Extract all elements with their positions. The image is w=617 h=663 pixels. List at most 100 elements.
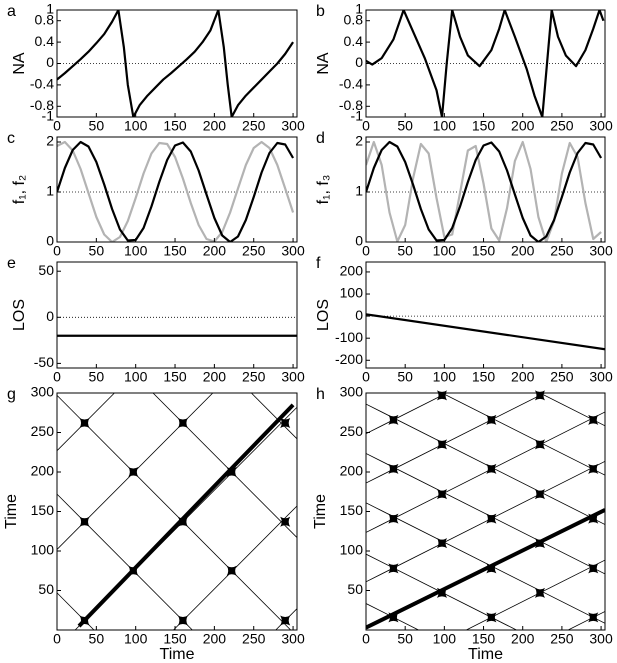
y-tick-label: 100 xyxy=(340,542,364,558)
collision-blob xyxy=(79,615,90,626)
y-tick-label: -1 xyxy=(351,108,364,124)
x-axis-label: Time xyxy=(160,646,195,663)
y-tick-label: 200 xyxy=(31,463,55,479)
collision-blob xyxy=(588,463,599,474)
x-tick-label: 150 xyxy=(163,243,187,259)
x-tick-label: 100 xyxy=(124,631,148,647)
x-tick-label: 250 xyxy=(242,631,266,647)
panel-label: h xyxy=(316,386,325,403)
x-tick-label: 0 xyxy=(362,243,370,259)
x-tick-label: 250 xyxy=(242,243,266,259)
y-axis-label: f₁, f₃ xyxy=(315,175,332,205)
trajectory xyxy=(366,403,605,525)
x-tick-label: 300 xyxy=(281,369,305,385)
x-tick-label: 300 xyxy=(589,243,613,259)
collision-blob xyxy=(177,516,188,527)
collision-blob xyxy=(534,390,545,401)
y-tick-label: 0 xyxy=(355,233,363,249)
collision-blob xyxy=(388,563,399,574)
y-tick-label: 1 xyxy=(46,1,54,17)
collision-blob xyxy=(486,563,497,574)
x-tick-label: 100 xyxy=(124,118,148,134)
y-tick-label: -50 xyxy=(34,354,54,370)
y-tick-label: -0.8 xyxy=(339,97,363,113)
x-tick-label: 250 xyxy=(550,631,574,647)
trajectory xyxy=(251,393,297,440)
x-tick-label: 250 xyxy=(242,369,266,385)
x-tick-label: 250 xyxy=(550,243,574,259)
data-line xyxy=(57,10,294,117)
x-tick-label: 0 xyxy=(362,631,370,647)
y-axis-label: LOS xyxy=(11,299,28,331)
trajectory xyxy=(152,393,297,538)
x-tick-label: 300 xyxy=(281,631,305,647)
collision-blob xyxy=(177,418,188,429)
trajectory xyxy=(441,393,605,476)
trajectory xyxy=(366,411,605,533)
y-tick-label: 0 xyxy=(46,54,54,70)
data-line xyxy=(366,140,602,242)
x-tick-label: 300 xyxy=(281,243,305,259)
y-tick-label: 200 xyxy=(340,263,364,279)
collision-blob xyxy=(486,513,497,524)
collision-blob xyxy=(437,538,448,549)
collision-blob xyxy=(437,439,448,450)
x-tick-label: 200 xyxy=(203,243,227,259)
data-line xyxy=(57,140,295,242)
y-tick-label: 150 xyxy=(31,502,55,518)
y-tick-label: -200 xyxy=(335,351,363,367)
panel-label: b xyxy=(316,3,325,20)
x-tick-label: 100 xyxy=(124,243,148,259)
collision-blob xyxy=(280,615,291,626)
collision-blob xyxy=(534,489,545,500)
y-tick-label: 0 xyxy=(46,233,54,249)
collision-blob xyxy=(226,565,237,576)
x-tick-label: 300 xyxy=(589,631,613,647)
y-tick-label: 300 xyxy=(31,384,55,400)
trajectory xyxy=(567,611,605,630)
y-tick-label: -0.8 xyxy=(30,97,54,113)
x-tick-label: 50 xyxy=(89,631,105,647)
x-tick-label: 150 xyxy=(163,631,187,647)
x-tick-label: 250 xyxy=(550,118,574,134)
x-tick-label: 300 xyxy=(281,118,305,134)
y-axis-label: Time xyxy=(3,494,20,529)
x-tick-label: 100 xyxy=(433,243,457,259)
x-tick-label: 250 xyxy=(242,118,266,134)
collision-blob xyxy=(280,418,291,429)
trajectory xyxy=(366,508,605,630)
x-tick-label: 150 xyxy=(472,369,496,385)
collision-blob xyxy=(588,414,599,425)
y-axis-label: Time xyxy=(312,494,329,529)
trajectory xyxy=(366,393,447,435)
collision-blob xyxy=(388,463,399,474)
collision-blob xyxy=(388,414,399,425)
y-tick-label: -0.4 xyxy=(30,76,54,92)
collision-blob xyxy=(128,467,139,477)
y-tick-label: 300 xyxy=(340,384,364,400)
y-tick-label: 0.4 xyxy=(344,33,364,49)
y-tick-label: 100 xyxy=(31,542,55,558)
x-tick-label: 200 xyxy=(203,369,227,385)
collision-blob xyxy=(79,516,90,527)
collision-blob xyxy=(177,615,188,626)
y-tick-label: 2 xyxy=(46,133,54,149)
collision-blob xyxy=(486,414,497,425)
panel-label: f xyxy=(316,255,321,272)
data-line xyxy=(57,140,295,242)
x-tick-label: 250 xyxy=(550,369,574,385)
y-tick-label: 0 xyxy=(46,308,54,324)
y-tick-label: -1 xyxy=(42,108,55,124)
y-axis-label: f₁, f₂ xyxy=(11,175,28,204)
x-tick-label: 0 xyxy=(362,118,370,134)
x-tick-label: 100 xyxy=(433,369,457,385)
trajectory xyxy=(466,559,605,630)
y-tick-label: 50 xyxy=(347,581,363,597)
plot-frame xyxy=(365,9,606,118)
y-tick-label: 0 xyxy=(355,307,363,323)
panel-label: g xyxy=(7,386,16,403)
trajectory xyxy=(366,453,605,575)
y-tick-label: 0.4 xyxy=(35,33,55,49)
x-tick-label: 50 xyxy=(89,243,105,259)
x-tick-label: 100 xyxy=(124,369,148,385)
